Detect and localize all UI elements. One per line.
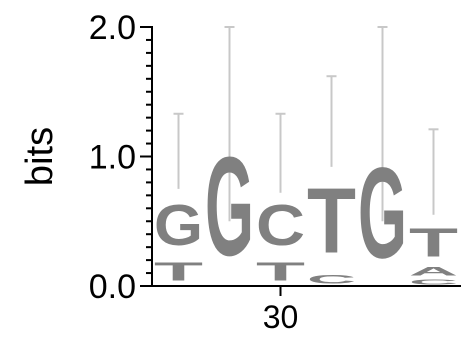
logo-letter-c: C bbox=[256, 193, 305, 257]
logo-letter-t: T bbox=[307, 170, 356, 273]
errorbar bbox=[327, 76, 337, 167]
logo-letter-g: G bbox=[154, 192, 203, 257]
x-tick-label: 30 bbox=[263, 299, 299, 333]
logo-letter-c: C bbox=[307, 273, 356, 286]
y-tick-label: 2.0 bbox=[89, 9, 136, 47]
logo-letter-g: G bbox=[205, 128, 254, 286]
logo-letter-c: C bbox=[409, 278, 458, 286]
logo-letter-a: A bbox=[409, 265, 458, 278]
y-axis-label: bits bbox=[19, 127, 61, 186]
logo-letter-g: G bbox=[358, 141, 407, 286]
errorbar bbox=[174, 114, 184, 189]
logo-letter-t: T bbox=[154, 257, 203, 286]
y-tick-label: 1.0 bbox=[89, 139, 136, 177]
errorbar bbox=[276, 114, 286, 193]
errorbar bbox=[429, 129, 439, 214]
logo-letter-t: T bbox=[256, 257, 305, 286]
logo-letter-t: T bbox=[409, 220, 458, 265]
y-tick-label: 0.0 bbox=[89, 268, 136, 306]
